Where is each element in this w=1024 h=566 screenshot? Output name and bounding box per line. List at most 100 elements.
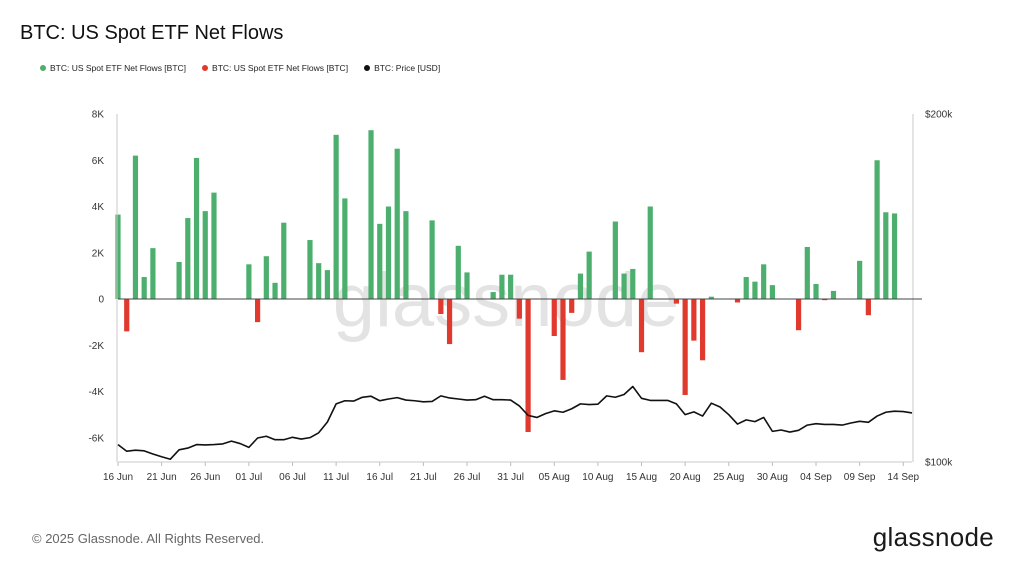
- inflow-bar[interactable]: [891, 213, 898, 299]
- inflow-bar[interactable]: [743, 277, 749, 299]
- outflow-bar[interactable]: [673, 299, 680, 304]
- inflow-bar[interactable]: [813, 283, 819, 299]
- y-tick-label: 8K: [92, 110, 105, 121]
- inflow-bar[interactable]: [377, 223, 383, 299]
- outflow-bar[interactable]: [560, 299, 566, 380]
- x-tick-label: 21 Jul: [410, 472, 437, 483]
- inflow-bar[interactable]: [577, 273, 584, 299]
- legend-item-outflows[interactable]: BTC: US Spot ETF Net Flows [BTC]: [202, 63, 348, 73]
- inflow-bar[interactable]: [394, 148, 400, 299]
- inflow-bar[interactable]: [508, 274, 514, 299]
- legend-swatch-red: [202, 65, 209, 71]
- inflow-bar[interactable]: [246, 264, 252, 299]
- inflow-bar[interactable]: [272, 282, 278, 299]
- x-tick-label: 10 Aug: [582, 472, 613, 483]
- x-tick-label: 15 Aug: [626, 472, 657, 483]
- legend-item-inflows[interactable]: BTC: US Spot ETF Net Flows [BTC]: [40, 63, 186, 73]
- price-line[interactable]: [117, 385, 913, 461]
- inflow-bar[interactable]: [455, 245, 461, 299]
- inflow-bar[interactable]: [883, 212, 889, 299]
- legend: BTC: US Spot ETF Net Flows [BTC] BTC: US…: [40, 63, 440, 73]
- outflow-bar[interactable]: [734, 299, 741, 303]
- inflow-bar[interactable]: [211, 192, 217, 300]
- outflow-bar[interactable]: [795, 299, 802, 331]
- inflow-bar[interactable]: [464, 272, 470, 299]
- legend-swatch-black: [364, 65, 371, 71]
- inflow-bar[interactable]: [403, 211, 409, 300]
- outflow-bar[interactable]: [865, 299, 871, 316]
- chart-title: BTC: US Spot ETF Net Flows: [20, 22, 284, 44]
- inflow-bar[interactable]: [429, 220, 435, 300]
- inflow-bar[interactable]: [708, 296, 714, 299]
- inflow-bar[interactable]: [874, 160, 880, 299]
- inflow-bar[interactable]: [499, 274, 505, 299]
- x-tick-label: 26 Jun: [190, 472, 220, 483]
- x-tick-label: 30 Aug: [757, 472, 788, 483]
- inflow-bar[interactable]: [385, 206, 392, 300]
- inflow-bar[interactable]: [202, 211, 208, 300]
- inflow-bar[interactable]: [612, 221, 618, 299]
- x-tick-label: 01 Jul: [236, 472, 263, 483]
- legend-label-inflows: BTC: US Spot ETF Net Flows [BTC]: [50, 63, 187, 73]
- inflow-bar[interactable]: [150, 248, 156, 300]
- x-tick-label: 11 Jul: [323, 472, 349, 483]
- x-tick-label: 16 Jun: [103, 472, 133, 483]
- outflow-bar[interactable]: [638, 299, 645, 353]
- brand-logo: glassnode: [872, 522, 994, 552]
- inflow-bar[interactable]: [830, 290, 837, 299]
- inflow-bar[interactable]: [307, 240, 313, 299]
- inflow-bar[interactable]: [316, 263, 322, 299]
- outflow-bar[interactable]: [446, 299, 453, 345]
- y-tick-label: -6K: [88, 433, 104, 444]
- outflow-bar[interactable]: [438, 299, 444, 315]
- y-tick-label: 4K: [92, 202, 105, 213]
- inflow-bar[interactable]: [857, 260, 863, 299]
- inflow-bar[interactable]: [176, 262, 182, 299]
- inflow-bar[interactable]: [115, 214, 121, 299]
- inflow-bar[interactable]: [324, 270, 331, 299]
- x-tick-label: 16 Jul: [366, 472, 393, 483]
- outflow-bar[interactable]: [124, 299, 130, 332]
- inflow-bar[interactable]: [490, 292, 496, 299]
- outflow-bar[interactable]: [699, 299, 706, 361]
- outflow-bar[interactable]: [822, 299, 828, 301]
- y-tick-label: 2K: [92, 248, 105, 259]
- inflow-bar[interactable]: [621, 273, 627, 299]
- outflow-bar[interactable]: [525, 299, 531, 432]
- inflow-bar[interactable]: [141, 277, 147, 299]
- inflow-bar[interactable]: [752, 281, 758, 299]
- y2-tick-label: $200k: [925, 110, 953, 121]
- inflow-bar[interactable]: [281, 222, 287, 299]
- inflow-bar[interactable]: [132, 155, 139, 300]
- outflow-bar[interactable]: [569, 299, 575, 313]
- legend-label-outflows: BTC: US Spot ETF Net Flows [BTC]: [212, 63, 349, 73]
- inflow-bar[interactable]: [193, 157, 200, 299]
- x-tick-label: 25 Aug: [713, 472, 744, 483]
- outflow-bar[interactable]: [516, 299, 522, 319]
- y-tick-label: -2K: [88, 341, 104, 352]
- outflow-bar[interactable]: [691, 299, 697, 341]
- legend-swatch-green: [40, 65, 46, 71]
- inflow-bar[interactable]: [263, 256, 269, 299]
- x-tick-label: 04 Sep: [800, 472, 832, 483]
- inflow-bar[interactable]: [769, 285, 775, 300]
- legend-item-price[interactable]: BTC: Price [USD]: [364, 63, 440, 73]
- inflow-bar[interactable]: [761, 264, 767, 299]
- x-tick-label: 05 Aug: [539, 472, 570, 483]
- outflow-bar[interactable]: [682, 299, 688, 395]
- x-tick-label: 06 Jul: [279, 472, 306, 483]
- x-tick-label: 31 Jul: [497, 472, 524, 483]
- x-tick-label: 21 Jun: [147, 472, 177, 483]
- inflow-bar[interactable]: [630, 268, 636, 299]
- inflow-bar[interactable]: [185, 218, 191, 299]
- copyright-footer: © 2025 Glassnode. All Rights Reserved.: [32, 531, 265, 546]
- inflow-bar[interactable]: [647, 206, 653, 300]
- inflow-bar[interactable]: [342, 198, 348, 299]
- inflow-bar[interactable]: [333, 134, 339, 299]
- outflow-bar[interactable]: [255, 299, 261, 323]
- outflow-bar[interactable]: [551, 299, 557, 336]
- inflow-bar[interactable]: [804, 246, 810, 299]
- inflow-bar[interactable]: [368, 130, 374, 299]
- inflow-bar[interactable]: [586, 251, 592, 299]
